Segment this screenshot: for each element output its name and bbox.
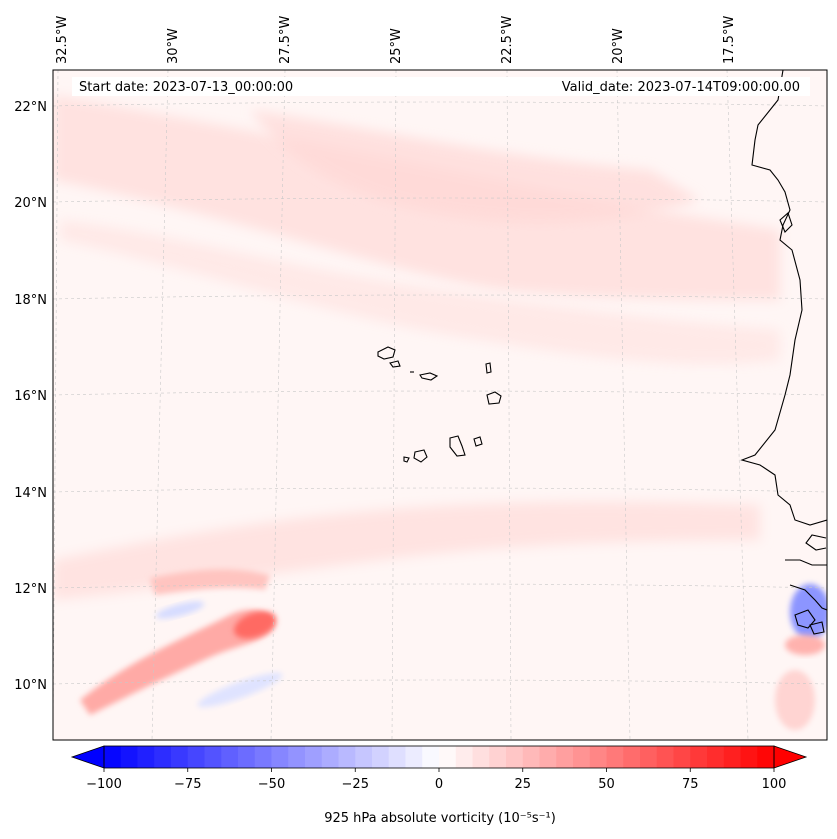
colorbar-label: 925 hPa absolute vorticity (10⁻⁵s⁻¹) (324, 811, 556, 826)
island-fogo (413, 449, 428, 463)
lat-label: 12°N (14, 582, 47, 597)
colorbar-cell (254, 746, 272, 768)
colorbar-cell (740, 746, 758, 768)
lon-label: 32.5°W (55, 16, 70, 64)
colorbar-tick-label: −25 (342, 777, 369, 792)
colorbar-ticks: −100 −75 −50 −25 0 25 50 75 100 (86, 768, 786, 792)
colorbar-cell (757, 746, 775, 768)
date-banner (72, 77, 810, 96)
colorbar: −100 −75 −50 −25 0 25 50 75 100 925 hPa absolute… (70, 745, 808, 826)
colorbar-cell (120, 746, 138, 768)
island-sao-nicolau (419, 372, 439, 381)
island-santiago (449, 435, 466, 457)
colorbar-cell (723, 746, 741, 768)
lat-label: 22°N (14, 100, 47, 115)
island-brava (403, 456, 410, 463)
colorbar-cell (489, 746, 507, 768)
colorbar-cell (573, 746, 591, 768)
lat-label: 10°N (14, 678, 47, 693)
colorbar-cell (204, 746, 222, 768)
colorbar-tick-label: −50 (258, 777, 285, 792)
colorbar-cell (171, 746, 189, 768)
lon-label: 27.5°W (278, 16, 293, 64)
colorbar-tick-label: 0 (435, 777, 443, 792)
island-maio (473, 436, 483, 447)
islands (377, 346, 502, 463)
colorbar-cell (137, 746, 155, 768)
colorbar-extend-right (773, 745, 808, 769)
lat-label: 16°N (14, 389, 47, 404)
colorbar-cell (439, 746, 457, 768)
colorbar-cell (288, 746, 306, 768)
colorbar-cell (556, 746, 574, 768)
colorbar-cell (673, 746, 691, 768)
colorbar-tick-label: −100 (86, 777, 122, 792)
colorbar-tick-label: −75 (174, 777, 201, 792)
colorbar-cell (522, 746, 540, 768)
coastlines (740, 70, 827, 635)
lon-label: 22.5°W (500, 16, 515, 64)
colorbar-cell (338, 746, 356, 768)
vorticity-field (53, 95, 827, 730)
lat-label: 14°N (14, 486, 47, 501)
colorbar-cell (238, 746, 256, 768)
map-panel: Start date: 2023-07-13_00:00:00 Valid_da… (52, 69, 828, 741)
colorbar-tick-label: 25 (514, 777, 531, 792)
valid-date-label: Valid_date: 2023-07-14T09:00:00.00 (562, 80, 800, 95)
colorbar-cell (388, 746, 406, 768)
colorbar-cell (690, 746, 708, 768)
longitude-labels: 32.5°W 30°W 27.5°W 25°W 22.5°W 20°W 17.5… (55, 16, 737, 64)
colorbar-cell (589, 746, 607, 768)
colorbar-cell (506, 746, 524, 768)
lat-label: 18°N (14, 293, 47, 308)
lon-label: 25°W (389, 28, 404, 64)
colorbar-extend-left (70, 745, 105, 769)
lon-label: 20°W (611, 28, 626, 64)
lat-label: 20°N (14, 196, 47, 211)
colorbar-tick-label: 100 (762, 777, 787, 792)
colorbar-cell (623, 746, 641, 768)
colorbar-cell (305, 746, 323, 768)
lon-label: 17.5°W (722, 16, 737, 64)
colorbar-cell (355, 746, 373, 768)
island-sal (485, 362, 492, 374)
colorbar-cell (455, 746, 473, 768)
colorbar-cell (104, 746, 122, 768)
lon-label: 30°W (166, 28, 181, 64)
colorbar-cell (472, 746, 490, 768)
colorbar-cell (221, 746, 239, 768)
colorbar-cell (656, 746, 674, 768)
colorbar-cell (606, 746, 624, 768)
colorbar-cell (539, 746, 557, 768)
colorbar-cell (187, 746, 205, 768)
colorbar-cells (104, 746, 775, 768)
island-sao-vicente (389, 360, 401, 368)
colorbar-cell (640, 746, 658, 768)
colorbar-cell (321, 746, 339, 768)
colorbar-tick-label: 75 (682, 777, 699, 792)
colorbar-tick-label: 50 (598, 777, 615, 792)
colorbar-cell (271, 746, 289, 768)
map-frame (52, 69, 828, 741)
colorbar-cell (154, 746, 172, 768)
colorbar-cell (422, 746, 440, 768)
colorbar-cell (372, 746, 390, 768)
island-boa-vista (486, 391, 502, 405)
latitude-labels: 22°N 20°N 18°N 16°N 14°N 12°N 10°N (14, 100, 47, 693)
start-date-label: Start date: 2023-07-13_00:00:00 (79, 80, 293, 95)
colorbar-cell (707, 746, 725, 768)
colorbar-cell (405, 746, 423, 768)
gridlines (53, 70, 827, 740)
island-santo-antao (377, 346, 396, 360)
